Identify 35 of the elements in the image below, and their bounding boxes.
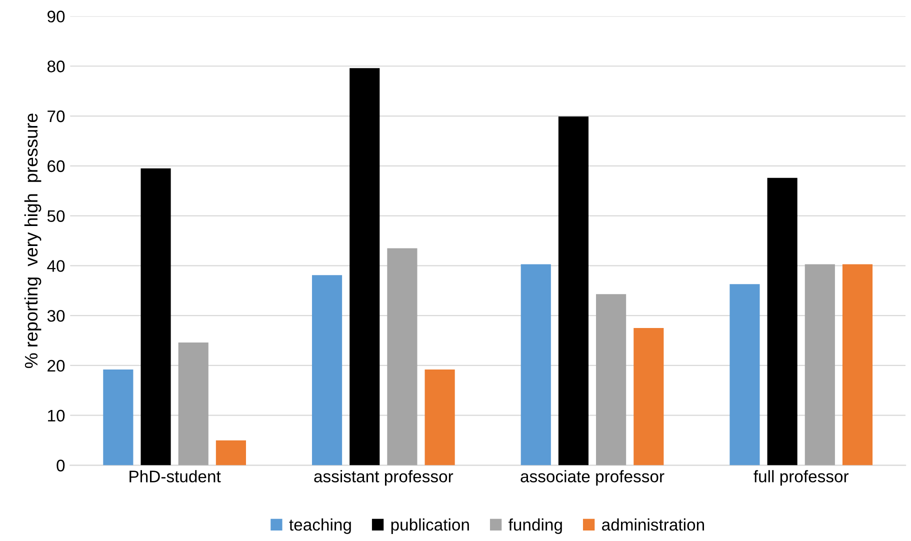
y-tick-label: 0 <box>56 460 65 472</box>
bar <box>634 328 664 466</box>
y-axis-title: % reporting very high pressure <box>24 114 42 368</box>
bar <box>520 264 551 466</box>
y-tick-label: 70 <box>48 110 65 122</box>
legend-label: funding <box>508 518 562 534</box>
bar <box>424 369 455 466</box>
x-tick-label: PhD-student <box>130 470 221 482</box>
bar <box>387 248 418 466</box>
bar <box>103 369 134 466</box>
legend-label: publication <box>391 518 469 534</box>
y-tick-label: 80 <box>47 60 65 72</box>
bar <box>767 178 798 466</box>
y-tick-label: 40 <box>47 260 65 272</box>
legend-label: teaching <box>289 518 351 534</box>
y-tick-label: 20 <box>48 360 65 372</box>
bar <box>730 284 760 466</box>
y-tick-label: 10 <box>48 410 65 422</box>
legend-label: administration <box>602 518 704 531</box>
bar <box>178 342 208 466</box>
bar <box>312 275 342 466</box>
x-tick-label: full professor <box>754 470 849 486</box>
x-tick-label: assistant professor <box>314 470 454 486</box>
bar <box>350 68 380 466</box>
bar <box>842 264 873 466</box>
y-tick-label: 50 <box>47 210 65 222</box>
x-tick-label: associate professor <box>520 470 664 486</box>
bar <box>140 168 171 466</box>
y-tick-label: 60 <box>48 160 65 172</box>
bar <box>804 264 835 466</box>
bar <box>216 440 246 466</box>
y-tick-label: 90 <box>48 10 65 22</box>
bar <box>558 116 589 466</box>
bar <box>596 294 626 466</box>
y-tick-label: 30 <box>47 310 65 322</box>
